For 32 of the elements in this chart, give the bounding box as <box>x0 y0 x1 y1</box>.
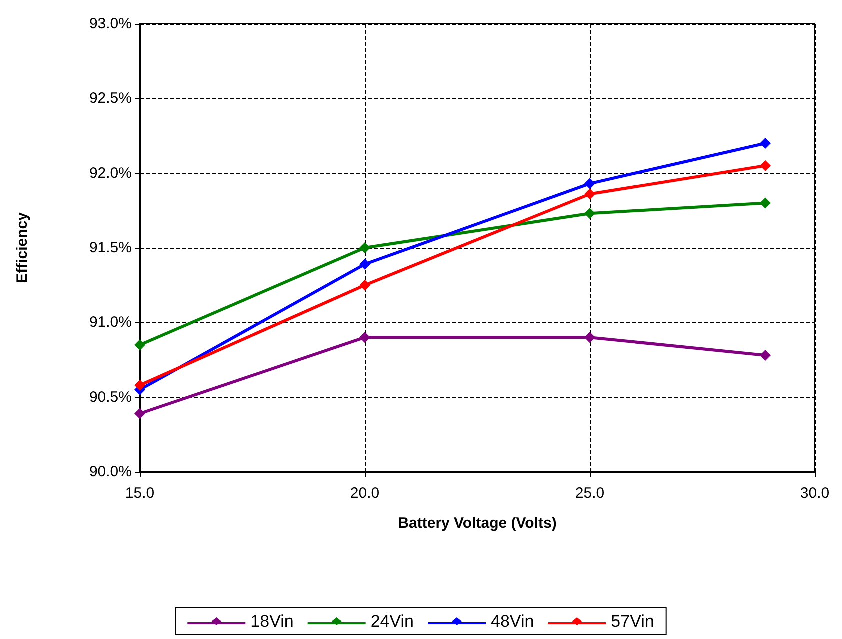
y-tick-label: 91.0% <box>89 314 132 332</box>
point <box>760 160 771 172</box>
point <box>760 198 771 209</box>
point <box>584 332 596 344</box>
point <box>360 332 370 344</box>
legend-label: 57Vin <box>611 612 654 631</box>
point <box>134 380 146 391</box>
x-tick-label: 20.0 <box>350 485 380 502</box>
legend-label: 24Vin <box>370 612 414 631</box>
point <box>584 178 596 190</box>
y-axis-title: Efficiency <box>14 212 31 284</box>
y-tick-label: 90.5% <box>89 388 132 406</box>
x-tick-label: 25.0 <box>575 485 605 502</box>
x-tick-label: 30.0 <box>800 485 830 502</box>
point <box>360 242 370 254</box>
point <box>360 280 370 291</box>
point <box>134 408 146 420</box>
y-tick-label: 91.5% <box>89 240 132 256</box>
point <box>584 208 596 220</box>
point <box>760 350 771 362</box>
legend-label: 48Vin <box>491 612 534 631</box>
y-tick-label: 93.0% <box>89 16 132 32</box>
point <box>584 188 596 200</box>
y-tick-label: 90.0% <box>89 464 132 480</box>
point <box>360 258 370 270</box>
legend-label: 18Vin <box>250 612 294 631</box>
point <box>760 138 771 149</box>
x-axis-title: Battery Voltage (Volts) <box>398 515 557 532</box>
point <box>134 340 146 351</box>
y-tick-label: 92.5% <box>89 90 132 108</box>
x-tick-label: 15.0 <box>125 485 155 502</box>
y-tick-label: 92.0% <box>89 164 132 182</box>
